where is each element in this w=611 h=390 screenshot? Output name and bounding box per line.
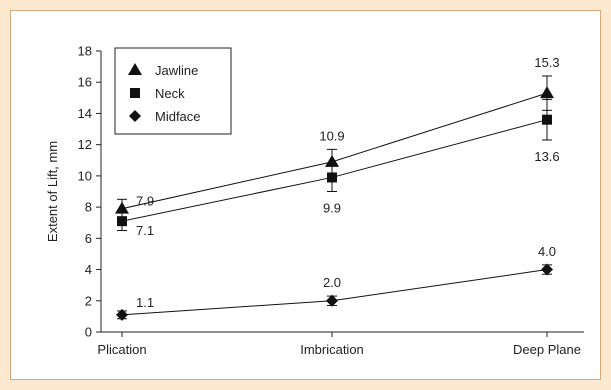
y-tick-label: 12 bbox=[78, 137, 92, 152]
neck-data-label: 13.6 bbox=[534, 149, 559, 164]
neck-point bbox=[327, 172, 337, 183]
y-tick-label: 8 bbox=[85, 200, 92, 215]
y-tick-label: 14 bbox=[78, 106, 92, 121]
neck-point bbox=[542, 114, 552, 125]
jawline-point bbox=[540, 86, 554, 99]
y-tick-label: 6 bbox=[85, 231, 92, 246]
jawline-data-label: 15.3 bbox=[534, 55, 559, 70]
jawline-point bbox=[115, 201, 129, 214]
midface-point bbox=[541, 263, 553, 276]
midface-point bbox=[116, 308, 128, 321]
legend-label-neck: Neck bbox=[155, 86, 185, 101]
neck-data-label: 7.1 bbox=[136, 223, 154, 238]
figure-frame: 0 2 4 6 8 10 12 14 16 18 Plication Imbrication Deep … bbox=[10, 10, 601, 380]
y-tick-label: 10 bbox=[78, 168, 92, 183]
midface-data-label: 4.0 bbox=[538, 244, 556, 259]
midface-point bbox=[326, 294, 338, 307]
midface-data-label: 2.0 bbox=[323, 275, 341, 290]
x-tick-label: Plication bbox=[97, 342, 146, 357]
legend-label-jawline: Jawline bbox=[155, 63, 198, 78]
y-tick-label: 18 bbox=[78, 44, 92, 59]
jawline-data-label: 10.9 bbox=[319, 128, 344, 143]
y-tick-label: 16 bbox=[78, 75, 92, 90]
y-tick-label: 0 bbox=[85, 325, 92, 340]
legend-label-midface: Midface bbox=[155, 109, 201, 124]
line-chart: 0 2 4 6 8 10 12 14 16 18 Plication Imbrication Deep … bbox=[45, 44, 584, 357]
midface-legend-marker bbox=[129, 110, 141, 122]
x-tick-label: Imbrication bbox=[300, 342, 364, 357]
y-axis-label: Extent of Lift, mm bbox=[45, 141, 60, 242]
x-tick-label: Deep Plane bbox=[513, 342, 581, 357]
jawline-data-label: 7.9 bbox=[136, 194, 154, 209]
neck-data-label: 9.9 bbox=[323, 201, 341, 216]
neck-point bbox=[117, 216, 127, 227]
y-tick-label: 4 bbox=[85, 262, 92, 277]
midface-data-label: 1.1 bbox=[136, 295, 154, 310]
y-tick-label: 2 bbox=[85, 293, 92, 308]
neck-legend-marker bbox=[130, 88, 140, 98]
jawline-legend-marker bbox=[128, 63, 142, 75]
